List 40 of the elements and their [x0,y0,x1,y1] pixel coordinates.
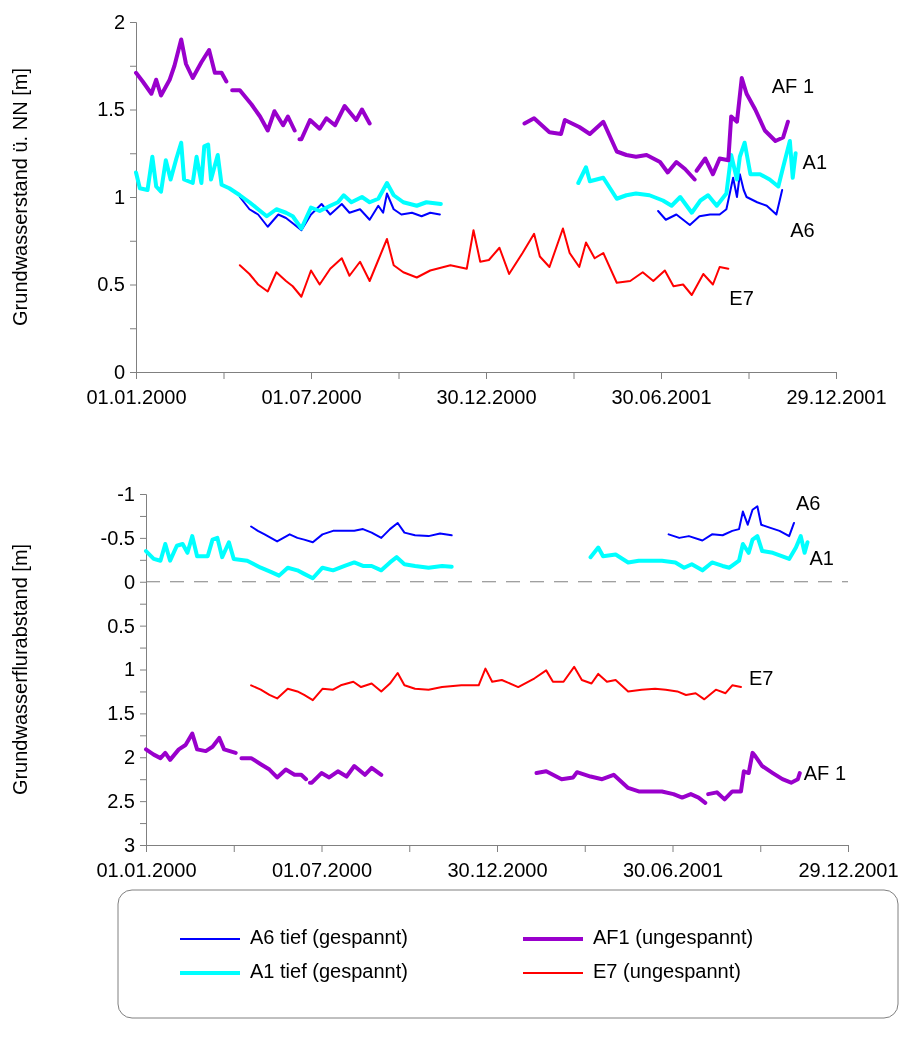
y-tick-label: 2 [123,746,135,769]
annotation: E7 [748,667,774,690]
annotation: AF 1 [803,762,847,785]
x-tick-label: 30.06.2001 [611,386,712,408]
y-tick-label: 0.5 [97,273,125,296]
legend-label: AF1 (ungespannt) [593,926,754,949]
x-tick-label: 30.12.2000 [436,386,537,408]
annotation: E7 [729,287,754,310]
annotation: A1 [802,150,828,173]
y-tick-label: 0 [113,360,125,383]
y-tick-label: 0 [123,570,135,593]
y-tick-label: 2.5 [107,790,135,813]
y-tick-label: -0.5 [100,526,135,549]
legend-label: A1 tief (gespannt) [250,960,408,983]
y-tick-label: 1 [113,185,125,208]
annotation: A1 [809,546,834,569]
x-tick-label: 01.07.2000 [261,386,362,408]
legend-label: A6 tief (gespannt) [250,926,408,949]
x-tick-label: 29.12.2001 [786,386,887,408]
x-tick-label: 01.01.2000 [86,386,187,408]
y-tick-label: 1.5 [107,702,135,725]
y-tick-label: 1 [123,658,135,681]
y-tick-label: 0.5 [107,614,135,637]
y-tick-label: 1.5 [97,98,125,121]
y-tick-label: -1 [117,482,135,505]
y-tick-label: 3 [123,833,135,856]
x-tick-label: 29.12.2001 [798,859,899,881]
x-tick-label: 01.01.2000 [96,859,197,881]
line-series [250,665,742,702]
legend-label: E7 (ungespannt) [593,960,741,983]
annotation: AF 1 [771,75,815,98]
annotation: A6 [790,219,815,242]
x-tick-label: 01.07.2000 [271,859,373,881]
y-axis-title: Grundwasserflurabstand [m] [9,543,32,796]
line-series [238,227,730,298]
y-axis-title: Grundwasserstand ü. NN [m] [9,68,32,326]
y-tick-label: 2 [113,10,125,33]
x-tick-label: 30.12.2000 [447,859,548,881]
x-tick-label: 30.06.2001 [622,859,724,881]
annotation: A6 [796,492,821,515]
